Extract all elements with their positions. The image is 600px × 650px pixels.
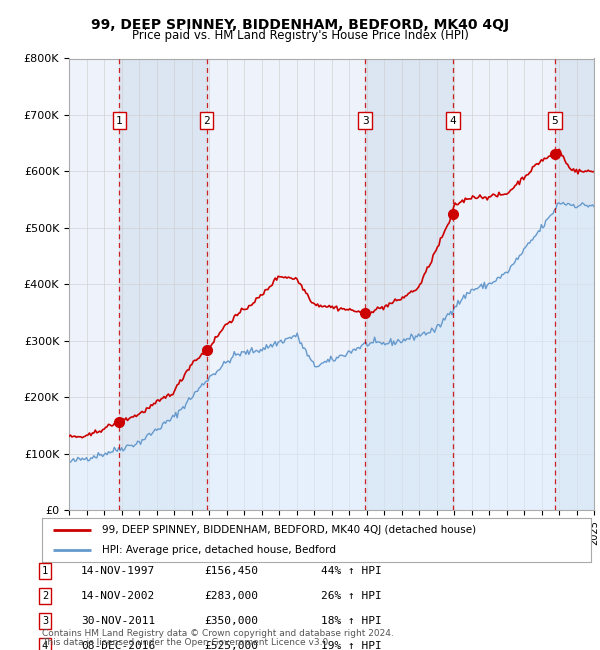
Text: 30-NOV-2011: 30-NOV-2011: [81, 616, 155, 626]
Text: £350,000: £350,000: [204, 616, 258, 626]
Text: £283,000: £283,000: [204, 591, 258, 601]
Text: 2: 2: [203, 116, 210, 125]
Text: 2: 2: [42, 591, 48, 601]
Text: 1: 1: [42, 566, 48, 576]
Text: 1: 1: [116, 116, 122, 125]
Text: £156,450: £156,450: [204, 566, 258, 576]
Text: 26% ↑ HPI: 26% ↑ HPI: [321, 591, 382, 601]
Text: 5: 5: [551, 116, 559, 125]
Text: 14-NOV-2002: 14-NOV-2002: [81, 591, 155, 601]
Text: 3: 3: [42, 616, 48, 626]
Text: 3: 3: [362, 116, 368, 125]
Text: Price paid vs. HM Land Registry's House Price Index (HPI): Price paid vs. HM Land Registry's House …: [131, 29, 469, 42]
Text: £525,000: £525,000: [204, 641, 258, 650]
Bar: [365, 58, 453, 510]
Text: 99, DEEP SPINNEY, BIDDENHAM, BEDFORD, MK40 4QJ: 99, DEEP SPINNEY, BIDDENHAM, BEDFORD, MK…: [91, 18, 509, 32]
Text: 08-DEC-2016: 08-DEC-2016: [81, 641, 155, 650]
Text: HPI: Average price, detached house, Bedford: HPI: Average price, detached house, Bedf…: [103, 545, 337, 555]
Text: 19% ↑ HPI: 19% ↑ HPI: [321, 641, 382, 650]
Text: 18% ↑ HPI: 18% ↑ HPI: [321, 616, 382, 626]
Text: Contains HM Land Registry data © Crown copyright and database right 2024.: Contains HM Land Registry data © Crown c…: [42, 629, 394, 638]
Bar: [119, 58, 207, 510]
Text: 99, DEEP SPINNEY, BIDDENHAM, BEDFORD, MK40 4QJ (detached house): 99, DEEP SPINNEY, BIDDENHAM, BEDFORD, MK…: [103, 525, 476, 535]
Text: 14-NOV-1997: 14-NOV-1997: [81, 566, 155, 576]
Text: 44% ↑ HPI: 44% ↑ HPI: [321, 566, 382, 576]
Bar: [555, 58, 594, 510]
Text: 4: 4: [42, 641, 48, 650]
Text: 4: 4: [449, 116, 457, 125]
Text: This data is licensed under the Open Government Licence v3.0.: This data is licensed under the Open Gov…: [42, 638, 331, 647]
